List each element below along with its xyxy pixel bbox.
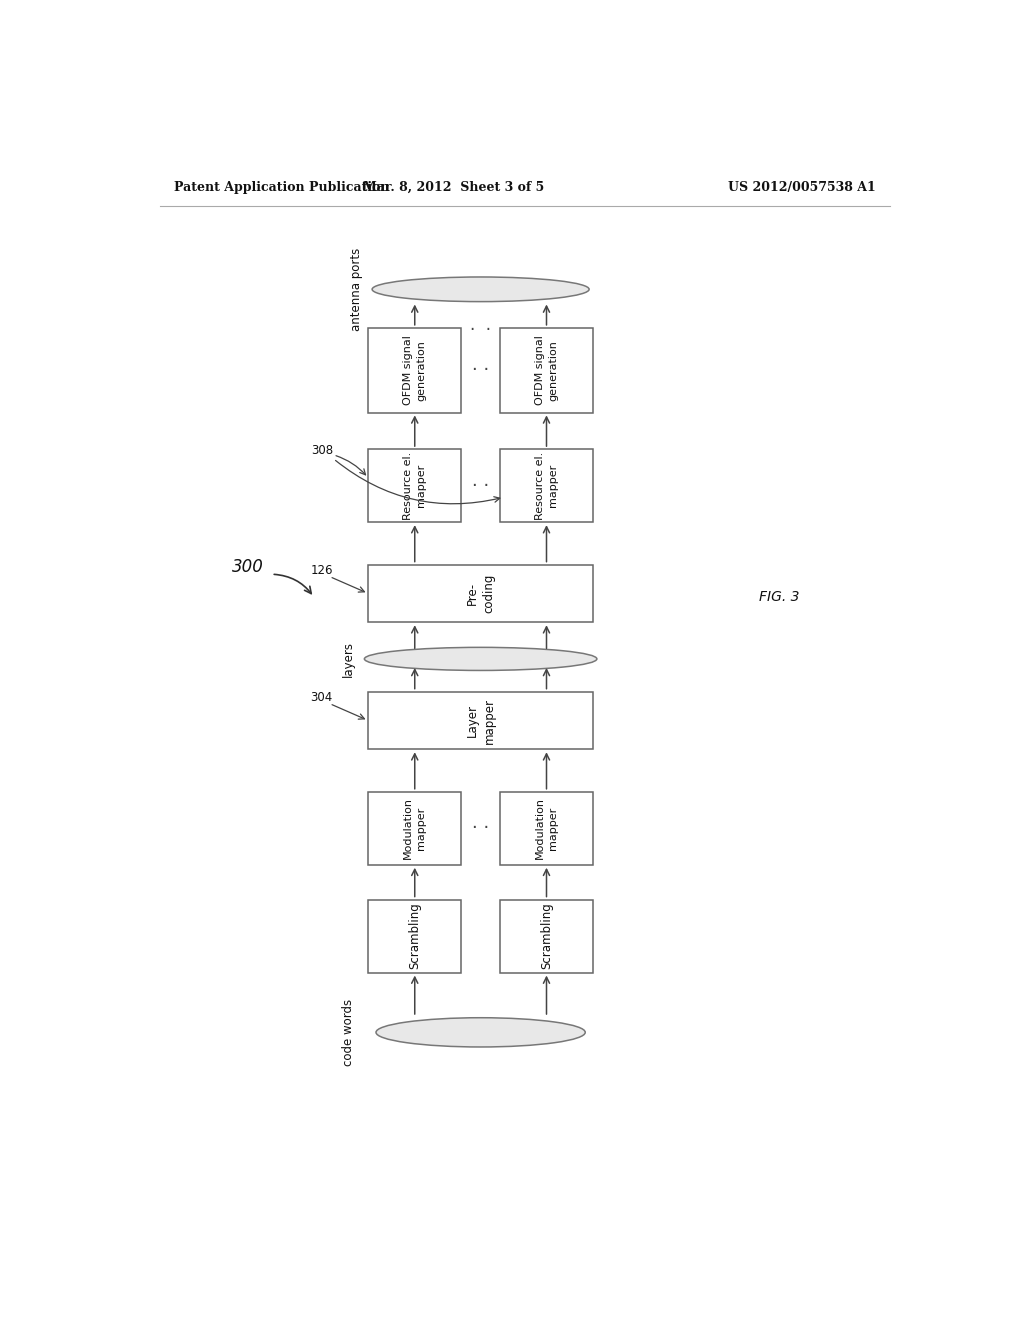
Text: · ·: · · bbox=[472, 820, 489, 837]
FancyBboxPatch shape bbox=[500, 449, 593, 523]
Ellipse shape bbox=[365, 647, 597, 671]
Text: Scrambling: Scrambling bbox=[540, 903, 553, 969]
Text: layers: layers bbox=[342, 642, 355, 677]
Text: 304: 304 bbox=[310, 690, 333, 704]
Text: 300: 300 bbox=[232, 557, 264, 576]
Text: Resource el.
mapper: Resource el. mapper bbox=[535, 451, 558, 520]
Text: OFDM signal
generation: OFDM signal generation bbox=[535, 335, 558, 405]
Text: Pre-
coding: Pre- coding bbox=[466, 574, 496, 612]
Text: Modulation
mapper: Modulation mapper bbox=[535, 797, 558, 859]
Text: 308: 308 bbox=[310, 445, 333, 458]
FancyBboxPatch shape bbox=[500, 792, 593, 865]
FancyBboxPatch shape bbox=[369, 692, 593, 750]
Text: 126: 126 bbox=[310, 564, 333, 577]
FancyBboxPatch shape bbox=[369, 449, 461, 523]
Text: Layer
mapper: Layer mapper bbox=[466, 697, 496, 743]
FancyBboxPatch shape bbox=[500, 899, 593, 973]
FancyBboxPatch shape bbox=[369, 327, 461, 412]
Text: antenna ports: antenna ports bbox=[350, 248, 364, 331]
Text: Resource el.
mapper: Resource el. mapper bbox=[403, 451, 426, 520]
Text: Modulation
mapper: Modulation mapper bbox=[403, 797, 426, 859]
Ellipse shape bbox=[372, 277, 589, 302]
FancyBboxPatch shape bbox=[369, 899, 461, 973]
Text: · ·: · · bbox=[472, 477, 489, 495]
FancyBboxPatch shape bbox=[369, 792, 461, 865]
Text: Patent Application Publication: Patent Application Publication bbox=[174, 181, 390, 194]
FancyBboxPatch shape bbox=[500, 327, 593, 412]
Text: FIG. 3: FIG. 3 bbox=[759, 590, 800, 605]
Text: US 2012/0057538 A1: US 2012/0057538 A1 bbox=[728, 181, 877, 194]
Text: code words: code words bbox=[342, 999, 355, 1067]
Text: OFDM signal
generation: OFDM signal generation bbox=[403, 335, 426, 405]
Text: ·  ·: · · bbox=[470, 321, 492, 339]
FancyBboxPatch shape bbox=[369, 565, 593, 622]
Ellipse shape bbox=[376, 1018, 586, 1047]
Text: Mar. 8, 2012  Sheet 3 of 5: Mar. 8, 2012 Sheet 3 of 5 bbox=[362, 181, 544, 194]
Text: · ·: · · bbox=[472, 362, 489, 379]
Text: Scrambling: Scrambling bbox=[409, 903, 421, 969]
